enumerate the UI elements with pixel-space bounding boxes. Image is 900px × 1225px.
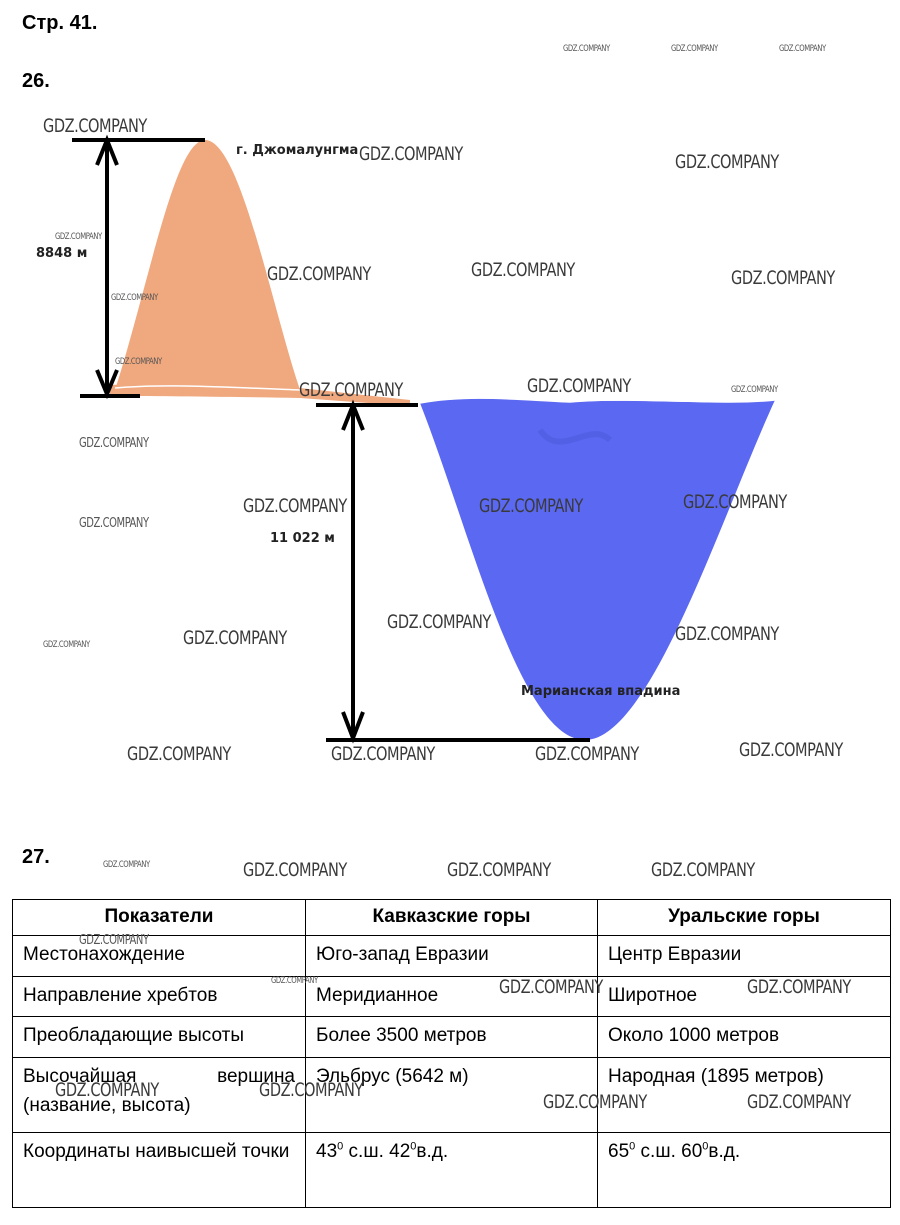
watermark: GDZ.COMPANY xyxy=(675,151,779,173)
watermark: GDZ.COMPANY xyxy=(299,379,403,401)
watermark: GDZ.COMPANY xyxy=(55,1079,159,1101)
watermark: GDZ.COMPANY xyxy=(671,44,718,54)
depth-label: 11 022 м xyxy=(270,531,335,546)
row-caucasus: 430 с.ш. 420в.д. xyxy=(305,1131,598,1208)
watermark: GDZ.COMPANY xyxy=(115,357,162,367)
watermark: GDZ.COMPANY xyxy=(683,491,787,513)
watermark: GDZ.COMPANY xyxy=(55,232,102,242)
row-caucasus: Меридианное xyxy=(305,975,598,1018)
watermark: GDZ.COMPANY xyxy=(103,860,150,870)
watermark: GDZ.COMPANY xyxy=(535,743,639,765)
watermark: GDZ.COMPANY xyxy=(79,933,149,948)
watermark: GDZ.COMPANY xyxy=(471,259,575,281)
header-caucasus: Кавказские горы xyxy=(305,898,598,937)
watermark: GDZ.COMPANY xyxy=(543,1091,647,1113)
watermark: GDZ.COMPANY xyxy=(387,611,491,633)
watermark: GDZ.COMPANY xyxy=(127,743,231,765)
row-indicator: Направление хребтов xyxy=(12,975,306,1018)
watermark: GDZ.COMPANY xyxy=(183,627,287,649)
watermark: GDZ.COMPANY xyxy=(111,293,158,303)
watermark: GDZ.COMPANY xyxy=(479,495,583,517)
watermark: GDZ.COMPANY xyxy=(243,495,347,517)
header-ural: Уральские горы xyxy=(597,898,891,937)
depth-arrow-head-top xyxy=(341,399,365,431)
watermark: GDZ.COMPANY xyxy=(79,436,149,451)
watermark: GDZ.COMPANY xyxy=(267,263,371,285)
degree-sign: 0 xyxy=(702,1140,709,1153)
ural-lat: 65 xyxy=(608,1140,630,1162)
row-ural: 650 с.ш. 600в.д. xyxy=(597,1131,891,1208)
watermark: GDZ.COMPANY xyxy=(43,115,147,137)
degree-sign: 0 xyxy=(410,1140,417,1153)
task-27-number: 27. xyxy=(22,846,50,868)
height-arrow-head-top xyxy=(95,134,119,166)
task-26-number: 26. xyxy=(22,70,50,92)
watermark: GDZ.COMPANY xyxy=(739,739,843,761)
watermark: GDZ.COMPANY xyxy=(259,1079,363,1101)
header-indicators: Показатели xyxy=(12,898,306,937)
height-label: 8848 м xyxy=(36,246,87,261)
row-ural: Широтное xyxy=(597,975,891,1018)
row-indicator: Местонахождение xyxy=(12,935,306,977)
ground-strip xyxy=(110,383,410,406)
mountains-comparison-table: Показатели Кавказские горы Уральские гор… xyxy=(12,898,891,1208)
watermark: GDZ.COMPANY xyxy=(563,44,610,54)
table-row: Местонахождение Юго-запад Евразии Центр … xyxy=(12,935,891,977)
caucasus-mid: с.ш. 42 xyxy=(343,1140,411,1162)
peak-label: г. Джомалунгма xyxy=(236,143,358,158)
watermark: GDZ.COMPANY xyxy=(359,143,463,165)
depth-arrow-head-bottom xyxy=(341,711,365,744)
caucasus-end: в.д. xyxy=(416,1140,449,1162)
row-caucasus: Более 3500 метров xyxy=(305,1016,598,1058)
row-ural: Народная (1895 метров) xyxy=(597,1056,891,1133)
page-label: Стр. 41. xyxy=(22,12,98,34)
watermark: GDZ.COMPANY xyxy=(243,859,347,881)
water-surface xyxy=(419,397,776,404)
watermark: GDZ.COMPANY xyxy=(331,743,435,765)
trench-shade xyxy=(537,428,613,445)
degree-sign: 0 xyxy=(629,1140,636,1153)
watermark: GDZ.COMPANY xyxy=(447,859,551,881)
row-indicator: Преобладающие высоты xyxy=(12,1016,306,1058)
trench-label: Марианская впадина xyxy=(521,684,680,699)
row-ural: Около 1000 метров xyxy=(597,1016,891,1058)
watermark: GDZ.COMPANY xyxy=(527,375,631,397)
watermark: GDZ.COMPANY xyxy=(79,516,149,531)
row-indicator: Высочайшая вершина (название, высота) xyxy=(12,1056,306,1133)
mountain-trench-diagram: г. Джомалунгма 8848 м 11 022 м Марианска… xyxy=(36,134,776,744)
row-ural: Центр Евразии xyxy=(597,935,891,977)
mountain-shape xyxy=(115,140,300,392)
table-header-row: Показатели Кавказские горы Уральские гор… xyxy=(12,898,891,937)
degree-sign: 0 xyxy=(337,1140,344,1153)
ground-highlight xyxy=(114,385,301,391)
watermark: GDZ.COMPANY xyxy=(675,623,779,645)
table-row: Преобладающие высоты Более 3500 метров О… xyxy=(12,1016,891,1058)
ural-mid: с.ш. 60 xyxy=(635,1140,703,1162)
watermark: GDZ.COMPANY xyxy=(43,640,90,650)
trench-shape xyxy=(420,398,775,740)
watermark: GDZ.COMPANY xyxy=(651,859,755,881)
watermark: GDZ.COMPANY xyxy=(731,385,778,395)
watermark: GDZ.COMPANY xyxy=(731,267,835,289)
watermark: GDZ.COMPANY xyxy=(747,1091,851,1113)
watermark: GDZ.COMPANY xyxy=(779,44,826,54)
ural-end: в.д. xyxy=(708,1140,741,1162)
table-row: Координаты наивысшей точки 430 с.ш. 420в… xyxy=(12,1131,891,1208)
height-arrow-head-bottom xyxy=(95,369,119,400)
caucasus-lat: 43 xyxy=(316,1140,338,1162)
row-caucasus: Юго-запад Евразии xyxy=(305,935,598,977)
row-indicator: Координаты наивысшей точки xyxy=(12,1131,306,1208)
watermark: GDZ.COMPANY xyxy=(499,976,603,998)
table-row: Направление хребтов Меридианное Широтное xyxy=(12,975,891,1018)
watermark: GDZ.COMPANY xyxy=(747,976,851,998)
watermark: GDZ.COMPANY xyxy=(271,976,318,986)
